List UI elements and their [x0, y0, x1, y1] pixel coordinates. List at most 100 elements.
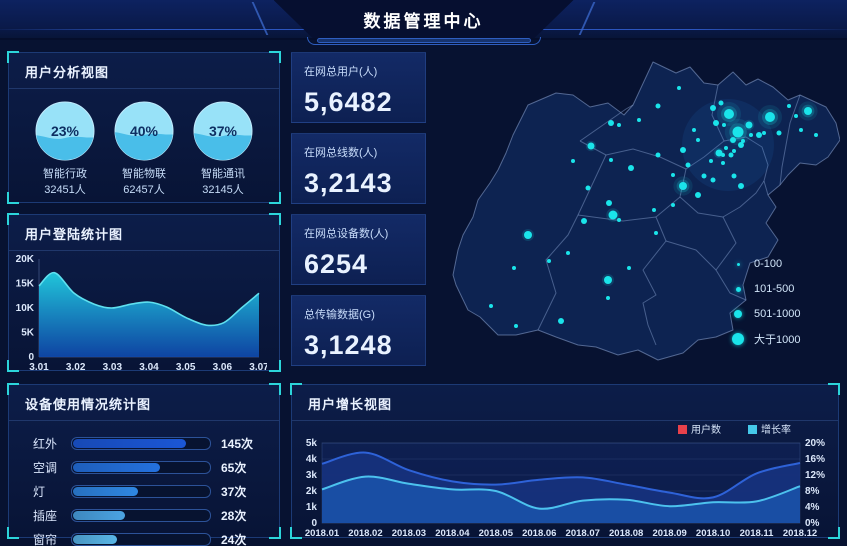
- device-bar-value: 145次: [221, 436, 254, 451]
- svg-text:2018.11: 2018.11: [740, 528, 775, 539]
- map-data-point: [731, 173, 737, 179]
- map-data-point: [617, 123, 621, 127]
- map-data-point: [608, 120, 614, 126]
- map-data-point: [547, 259, 551, 263]
- map-data-point: [692, 128, 696, 132]
- svg-text:2018.10: 2018.10: [696, 528, 730, 539]
- gauge-count: 32145人: [202, 183, 244, 196]
- map-data-point: [701, 173, 707, 179]
- device-bar-label: 空调: [33, 460, 58, 475]
- svg-text:20%: 20%: [805, 438, 825, 449]
- legend-label: 大于1000: [754, 334, 801, 346]
- legend-dot-icon: [736, 262, 740, 266]
- map-dot-layer: [489, 86, 818, 328]
- device-bar-label: 插座: [33, 508, 58, 523]
- map-data-point: [794, 114, 798, 118]
- map-data-point: [558, 318, 564, 324]
- panel-corner-decoration: [269, 360, 281, 372]
- svg-text:2k: 2k: [306, 486, 318, 497]
- stat-card: 在网总线数(人) 3,2143: [291, 133, 426, 204]
- svg-text:3.04: 3.04: [139, 362, 159, 373]
- map-data-point: [571, 159, 575, 163]
- stat-label: 总传输数据(G): [304, 309, 375, 321]
- login-area-chart: 0 5K 10K 15K 20K 3.01 3.02 3.03 3.04 3.05 3.06 3.07: [16, 254, 270, 373]
- gauge-percent: 40%: [130, 123, 159, 139]
- svg-text:2018.09: 2018.09: [652, 528, 686, 539]
- svg-text:3k: 3k: [306, 470, 318, 481]
- device-bar-track: [71, 436, 211, 450]
- map-data-point: [728, 152, 734, 158]
- legend-dot-icon: [732, 333, 744, 345]
- growth-legend-item-rate[interactable]: 增长率: [748, 423, 791, 436]
- gauge-circle-svg: 40%: [114, 101, 174, 161]
- gauge-1: 23% 智能行政 32451人: [29, 100, 101, 199]
- device-bar-fill: [73, 438, 187, 448]
- map-data-point: [814, 133, 818, 137]
- map-data-point: [671, 173, 675, 177]
- map-data-point: [696, 138, 700, 142]
- device-bar-track: [71, 460, 211, 474]
- svg-text:用户数: 用户数: [691, 423, 721, 436]
- svg-text:2018.08: 2018.08: [609, 528, 643, 539]
- device-bar-track: [71, 508, 211, 522]
- page-title: 数据管理中心: [363, 11, 484, 31]
- stat-value: 5,6482: [304, 87, 393, 117]
- device-bar-track: [71, 484, 211, 498]
- map-data-point: [724, 109, 734, 119]
- stat-card-column: 在网总用户(人) 5,6482 在网总线数(人) 3,2143 在网总设备数(人) 625…: [291, 52, 426, 366]
- device-bar-row: 窗帘 24次: [9, 527, 279, 546]
- map-data-point: [741, 139, 745, 143]
- panel-user-analysis: 用户分析视图 23% 智能行政 32451人 40% 智能物联 62457人 37% 智能通讯…: [7, 51, 281, 204]
- svg-text:0%: 0%: [805, 518, 820, 529]
- map-data-point: [738, 142, 744, 148]
- stat-value: 3,1248: [304, 330, 393, 360]
- stat-card: 在网总设备数(人) 6254: [291, 214, 426, 285]
- svg-text:4k: 4k: [306, 454, 318, 465]
- map-data-point: [608, 210, 618, 220]
- svg-text:2018.02: 2018.02: [348, 528, 382, 539]
- device-bar-row: 红外 145次: [9, 431, 279, 455]
- device-bar-fill: [73, 486, 138, 496]
- gauge-label: 智能通讯: [201, 168, 245, 180]
- stat-label: 在网总用户(人): [304, 66, 378, 78]
- map-data-point: [585, 185, 591, 191]
- gauge-2: 40% 智能物联 62457人: [108, 100, 180, 199]
- gauge-circle-svg: 23%: [35, 101, 95, 161]
- svg-text:4%: 4%: [805, 502, 820, 513]
- device-bar-row: 插座 28次: [9, 503, 279, 527]
- map-data-point: [609, 158, 613, 162]
- svg-text:2018.07: 2018.07: [566, 528, 600, 539]
- legend-dot-cell: [730, 333, 746, 345]
- svg-text:增长率: 增长率: [761, 423, 791, 436]
- map-inner-borders: [537, 84, 801, 346]
- map-data-point: [713, 120, 719, 126]
- stat-label: 在网总线数(人): [304, 147, 378, 159]
- map-data-point: [617, 218, 621, 222]
- device-bar-list: 红外 145次 空调 65次灯 37次 插座 28次 窗帘 24次: [9, 421, 279, 546]
- map-data-point: [732, 126, 744, 138]
- map-data-point: [628, 165, 634, 171]
- map-data-point: [787, 104, 791, 108]
- svg-text:2018.04: 2018.04: [435, 528, 470, 539]
- device-bar-value: 37次: [221, 484, 247, 499]
- header-underline-decoration: [306, 37, 541, 45]
- map-data-point: [762, 131, 766, 135]
- panel-title-device-usage: 设备使用情况统计图: [9, 385, 279, 421]
- map-data-point: [637, 118, 641, 122]
- device-bar-fill: [73, 534, 118, 544]
- map-legend-item: 101-500: [730, 283, 801, 295]
- panel-title-login-stats: 用户登陆统计图: [9, 215, 279, 251]
- gauge-3: 37% 智能通讯 32145人: [187, 100, 259, 199]
- map-data-point: [671, 203, 675, 207]
- map-data-point: [679, 182, 687, 190]
- stat-value: 3,2143: [304, 168, 393, 198]
- map-legend-item: 0-100: [730, 258, 801, 270]
- svg-text:3.06: 3.06: [213, 362, 233, 373]
- svg-text:1k: 1k: [306, 502, 318, 513]
- map-data-point: [652, 208, 656, 212]
- svg-text:3.01: 3.01: [29, 362, 49, 373]
- device-bar-fill: [73, 462, 160, 472]
- map-data-point: [566, 251, 570, 255]
- growth-legend-item-users[interactable]: 用户数: [678, 423, 721, 436]
- header-diagonal-decoration: [578, 2, 596, 35]
